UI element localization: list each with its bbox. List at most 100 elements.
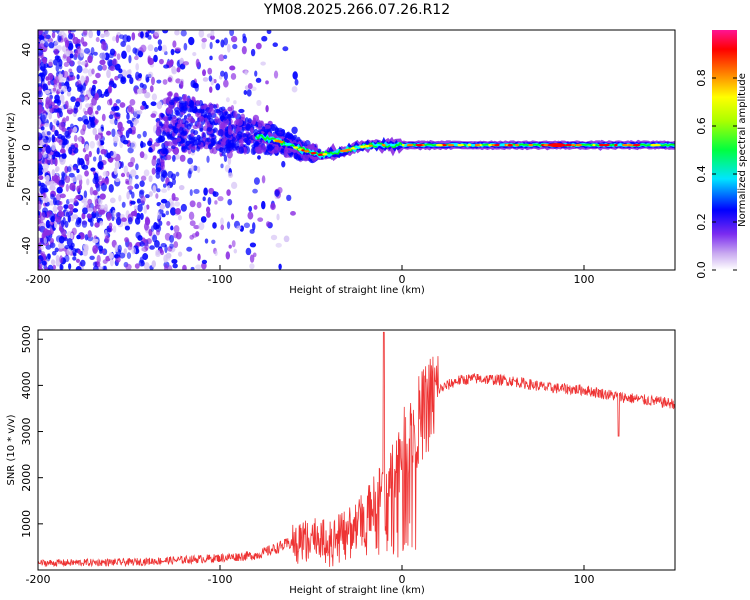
spectrogram-noise-cell xyxy=(147,55,151,61)
spectrogram-noise-cell xyxy=(230,181,238,190)
spectrogram-noise-cell xyxy=(38,180,42,187)
spectrogram-noise-cell xyxy=(202,196,206,202)
spectrogram-noise-cell xyxy=(70,60,74,67)
spectrogram-noise-cell xyxy=(245,247,252,256)
spectrogram-noise-cell xyxy=(42,130,49,137)
spectrogram-noise-cell xyxy=(54,129,59,137)
spectrogram-noise-cell xyxy=(69,53,74,59)
spectrogram-noise-cell xyxy=(233,248,238,254)
spectrogram-noise-cell xyxy=(38,90,43,98)
spectrogram-noise-cell xyxy=(124,237,129,243)
snr-frame xyxy=(37,329,676,571)
spectrogram-ytick-label: 20 xyxy=(20,92,33,106)
spectrogram-noise-cell xyxy=(209,55,213,61)
spectrogram-noise-cell xyxy=(137,234,143,241)
spectrogram-noise-cell xyxy=(217,196,224,202)
spectrogram-signal-cell xyxy=(228,124,232,133)
spectrogram-noise-cell xyxy=(193,188,200,194)
spectrogram-noise-cell xyxy=(188,36,195,46)
spectrogram-noise-cell xyxy=(152,185,157,194)
spectrogram-noise-cell xyxy=(111,58,118,66)
spectrogram-noise-cell xyxy=(294,78,299,86)
spectrogram-peak-cell xyxy=(406,143,414,147)
spectrogram-signal-cell xyxy=(293,134,298,141)
spectrogram-noise-cell xyxy=(261,175,266,184)
spectrogram-noise-cell xyxy=(92,261,98,267)
spectrogram-noise-cell xyxy=(77,116,83,122)
spectrogram-noise-cell xyxy=(127,216,133,225)
spectrogram-noise-cell xyxy=(133,205,138,210)
spectrogram-signal-cell xyxy=(174,128,179,134)
spectrogram-noise-cell xyxy=(50,193,55,200)
spectrogram-noise-cell xyxy=(81,212,86,220)
spectrogram-noise-cell xyxy=(58,121,65,131)
spectrogram-noise-cell xyxy=(86,178,90,186)
spectrogram-noise-cell xyxy=(113,167,118,175)
spectrogram-noise-cell xyxy=(43,237,47,245)
spectrogram-noise-cell xyxy=(99,193,106,200)
spectrogram-noise-cell xyxy=(165,252,172,259)
spectrogram-noise-cell xyxy=(72,208,79,213)
spectrogram-peak-cell xyxy=(491,143,496,147)
spectrogram-peak-cell xyxy=(354,146,361,149)
spectrogram-noise-cell xyxy=(136,133,142,139)
spectrogram-noise-cell xyxy=(126,113,130,120)
spectrogram-noise-cell xyxy=(94,119,99,124)
spectrogram-noise-cell xyxy=(152,234,158,243)
spectrogram-noise-cell xyxy=(188,211,195,220)
spectrogram-peak-cell xyxy=(415,143,423,147)
spectrogram-noise-cell xyxy=(69,71,74,78)
spectrogram-noise-cell xyxy=(170,48,175,56)
spectrogram-noise-cell xyxy=(96,140,101,147)
spectrogram-ytick-label: 40 xyxy=(20,43,33,57)
spectrogram-noise-cell xyxy=(55,193,62,201)
spectrogram-noise-cell xyxy=(162,30,169,34)
spectrogram-noise-cell xyxy=(130,141,137,150)
spectrogram-noise-cell xyxy=(71,176,78,183)
spectrogram-signal-cell xyxy=(276,132,283,137)
spectrogram-peak-cell xyxy=(467,143,473,147)
spectrogram-noise-cell xyxy=(77,60,82,66)
snr-y-label: SNR (10 * v/v) xyxy=(6,414,17,485)
spectrogram-signal-cell xyxy=(192,106,198,114)
snr-y-axis: 1000 2000 3000 4000 5000 xyxy=(20,325,43,538)
spectrogram-noise-cell xyxy=(276,213,280,221)
snr-xtick-label: 0 xyxy=(399,573,406,586)
spectrogram-noise-cell xyxy=(142,253,149,261)
spectrogram-peak-cell xyxy=(310,151,317,155)
spectrogram-ytick-label: -40 xyxy=(20,237,33,255)
spectrogram-noise-cell xyxy=(175,78,181,84)
spectrogram-noise-cell xyxy=(147,71,154,78)
spectrogram-noise-cell xyxy=(45,244,52,250)
spectrogram-noise-cell xyxy=(232,43,238,50)
spectrogram-signal-cell xyxy=(195,145,201,152)
spectrogram-noise-cell xyxy=(230,105,235,111)
spectrogram-noise-cell xyxy=(55,258,61,267)
spectrogram-noise-cell xyxy=(75,266,82,270)
spectrogram-noise-cell xyxy=(151,76,155,86)
spectrogram-noise-cell xyxy=(58,226,63,232)
spectrogram-signal-cell xyxy=(267,144,273,152)
spectrogram-noise-cell xyxy=(127,242,133,251)
spectrogram-noise-cell xyxy=(38,201,42,211)
spectrogram-noise-cell xyxy=(179,154,186,162)
spectrogram-noise-cell xyxy=(225,251,231,260)
spectrogram-noise-cell xyxy=(175,231,182,240)
spectrogram-peak-cell xyxy=(339,149,348,153)
spectrogram-noise-cell xyxy=(73,197,77,204)
spectrogram-noise-cell xyxy=(145,194,150,199)
spectrogram-noise-cell xyxy=(145,76,150,83)
spectrogram-noise-cell xyxy=(84,170,89,177)
spectrogram-noise-cell xyxy=(167,265,173,270)
spectrogram-noise-cell xyxy=(108,114,114,120)
spectrogram-noise-cell xyxy=(38,236,41,244)
spectrogram-noise-cell xyxy=(54,221,58,229)
spectrogram-noise-cell xyxy=(290,211,296,216)
spectrogram-peak-cell xyxy=(598,143,605,147)
spectrogram-signal-cell xyxy=(175,111,180,117)
spectrogram-noise-cell xyxy=(125,263,132,270)
spectrogram-signal-cell xyxy=(185,140,190,147)
spectrogram-peak-cell xyxy=(488,143,492,147)
spectrogram-noise-cell xyxy=(189,220,196,227)
spectrogram-signal-cell xyxy=(178,100,185,105)
